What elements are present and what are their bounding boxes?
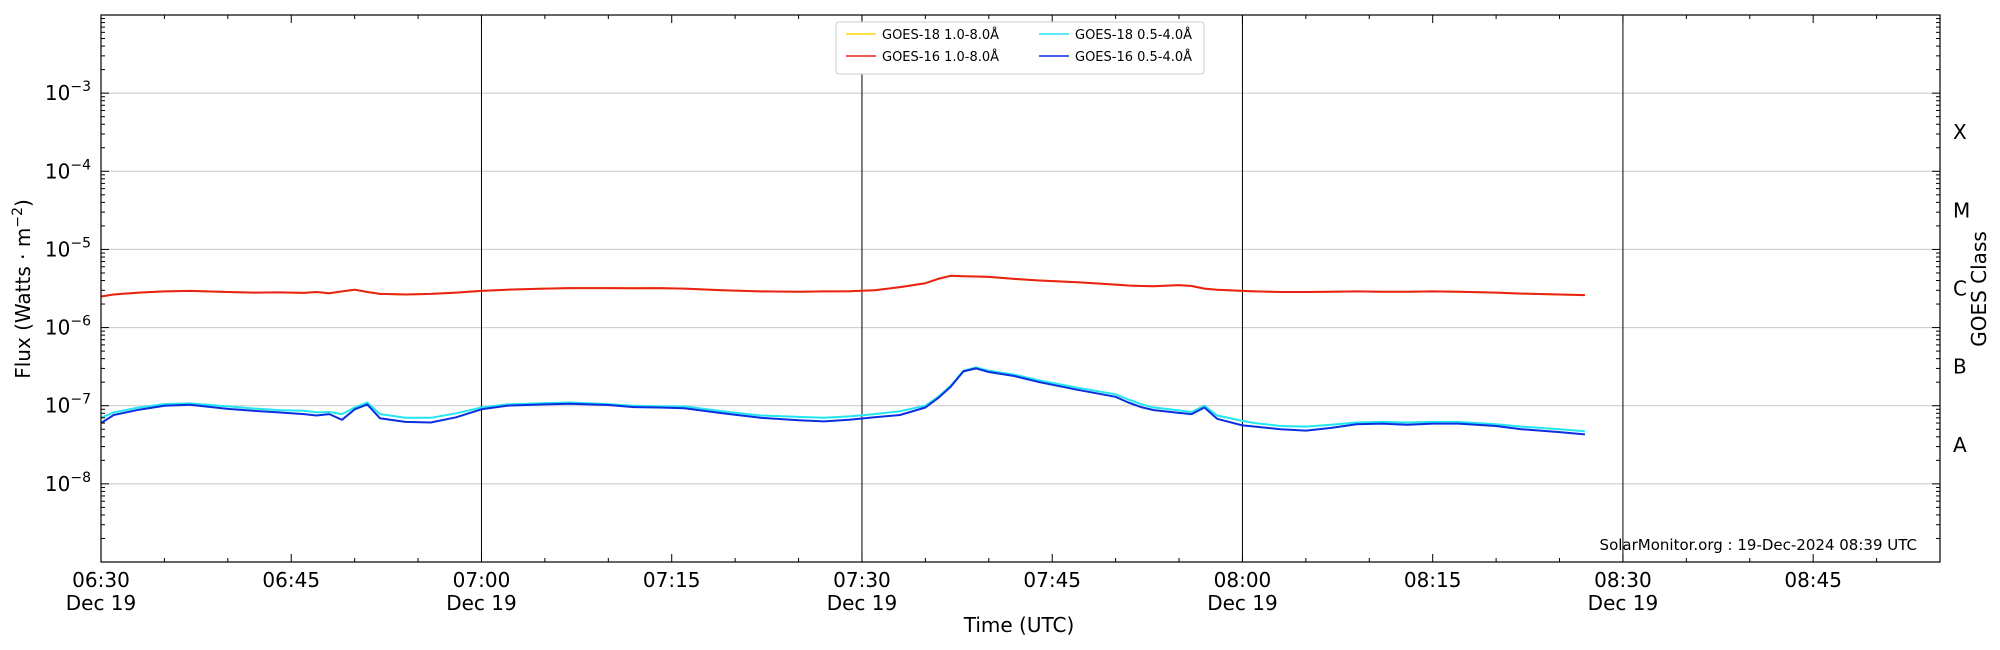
x-tick-date-label: Dec 19 bbox=[66, 591, 137, 615]
x-tick-time-label: 08:30 bbox=[1594, 568, 1652, 592]
x-tick-date-label: Dec 19 bbox=[446, 591, 517, 615]
x-tick-time-label: 07:15 bbox=[643, 568, 701, 592]
y2-axis-title: GOES Class bbox=[1967, 231, 1991, 347]
goes-class-label: B bbox=[1953, 355, 1967, 379]
x-tick-time-label: 08:15 bbox=[1404, 568, 1462, 592]
x-tick-time-label: 08:45 bbox=[1784, 568, 1842, 592]
grid-layer bbox=[101, 15, 1940, 562]
x-tick-date-label: Dec 19 bbox=[1207, 591, 1278, 615]
goes-class-label: M bbox=[1953, 198, 1970, 222]
legend: GOES-18 1.0-8.0Å GOES-18 0.5-4.0Å GOES-16 … bbox=[835, 21, 1205, 75]
legend-label: GOES-18 1.0-8.0Å bbox=[882, 27, 999, 43]
frame-layer bbox=[100, 14, 1941, 563]
x-tick-time-label: 06:45 bbox=[262, 568, 320, 592]
y-tick-label: 10−8 bbox=[45, 470, 91, 496]
legend-label: GOES-16 1.0-8.0Å bbox=[882, 49, 999, 65]
x-tick-date-label: Dec 19 bbox=[1588, 591, 1659, 615]
legend-frame bbox=[835, 21, 1205, 75]
y-tick-label: 10−4 bbox=[45, 157, 91, 183]
goes-class-label: C bbox=[1953, 277, 1967, 301]
series-line-3 bbox=[100, 367, 1585, 436]
x-axis-title: Time (UTC) bbox=[963, 613, 1075, 637]
y-tick-label: 10−3 bbox=[45, 79, 91, 105]
y-tick-label: 10−6 bbox=[45, 314, 91, 340]
plot-frame bbox=[100, 14, 1941, 563]
legend-label: GOES-16 0.5-4.0Å bbox=[1075, 49, 1192, 65]
goes-class-label: X bbox=[1953, 120, 1967, 144]
x-tick-time-label: 08:00 bbox=[1214, 568, 1272, 592]
series-line-2 bbox=[100, 366, 1585, 433]
x-tick-time-label: 07:30 bbox=[833, 568, 891, 592]
legend-label: GOES-18 0.5-4.0Å bbox=[1075, 27, 1192, 43]
y-axis-title: Flux (Watts · m−2) bbox=[10, 199, 35, 379]
series-line-1 bbox=[100, 274, 1585, 298]
watermark-text: SolarMonitor.org : 19-Dec-2024 08:39 UTC bbox=[1600, 536, 1917, 554]
goes-class-label: A bbox=[1953, 433, 1967, 457]
y-tick-label: 10−7 bbox=[45, 392, 91, 418]
x-tick-time-label: 07:45 bbox=[1023, 568, 1081, 592]
x-tick-date-label: Dec 19 bbox=[827, 591, 898, 615]
series-layer bbox=[100, 274, 1585, 436]
y-tick-label: 10−5 bbox=[45, 235, 91, 261]
x-tick-time-label: 06:30 bbox=[72, 568, 130, 592]
x-tick-time-label: 07:00 bbox=[453, 568, 511, 592]
